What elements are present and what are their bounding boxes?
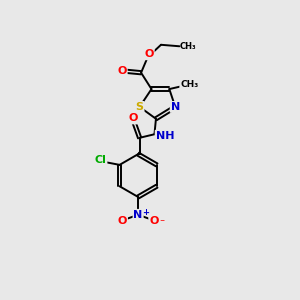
Text: NH: NH (156, 131, 174, 141)
Text: N: N (171, 102, 180, 112)
Text: O: O (128, 113, 137, 124)
Text: CH₃: CH₃ (180, 42, 196, 51)
Text: O: O (149, 216, 159, 226)
Text: Cl: Cl (94, 154, 106, 164)
Text: O: O (117, 66, 127, 76)
Text: ⁻: ⁻ (159, 218, 164, 228)
Text: N: N (134, 210, 143, 220)
Text: CH₃: CH₃ (180, 80, 198, 88)
Text: S: S (136, 102, 144, 112)
Text: O: O (118, 216, 127, 226)
Text: +: + (142, 208, 149, 217)
Text: O: O (144, 49, 154, 59)
